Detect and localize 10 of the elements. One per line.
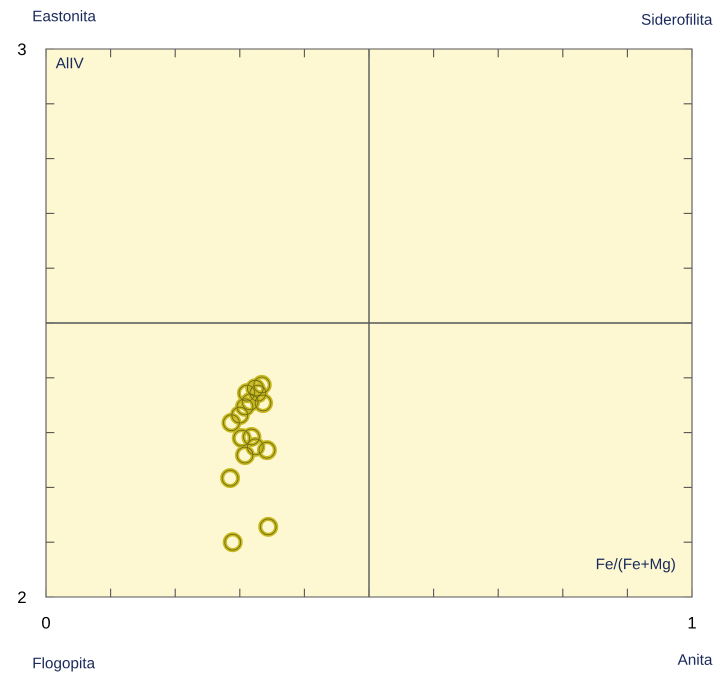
y-tick-label: 2 xyxy=(18,591,26,604)
y-axis-title: AlIV xyxy=(56,57,84,68)
text: Eastonita xyxy=(33,10,96,22)
text: Flogopita xyxy=(33,657,96,672)
text: Anita xyxy=(678,654,712,665)
x-tick-label: 0 xyxy=(42,616,50,629)
text: Siderofilita xyxy=(642,14,712,25)
y-tick-label: 3 xyxy=(18,43,26,56)
x-axis-title: Fe/(Fe+Mg) xyxy=(596,558,675,572)
x-tick-label: 1 xyxy=(688,617,696,629)
